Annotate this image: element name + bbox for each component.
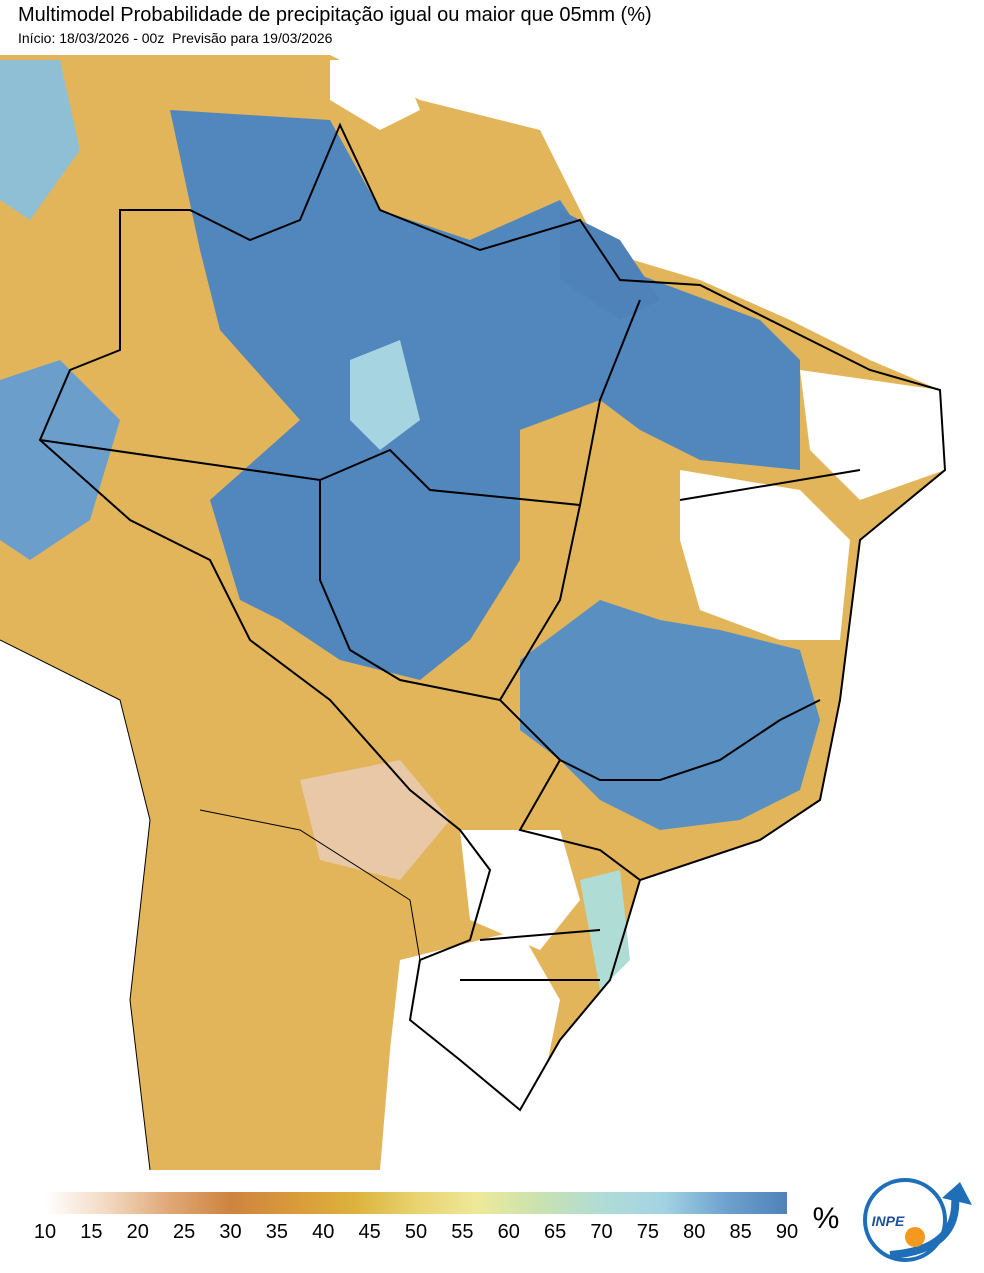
subtitle: Início: 18/03/2026 - 00z Previsão para 1… — [18, 30, 332, 46]
colorbar-label: 30 — [219, 1221, 241, 1243]
field-dry-rs — [380, 930, 560, 1170]
field-blue-w — [0, 360, 120, 560]
forecast-date: Previsão para 19/03/2026 — [172, 30, 333, 46]
logo-arrowhead — [942, 1182, 972, 1205]
precip-field — [0, 55, 945, 1170]
colorbar-label: 90 — [776, 1221, 798, 1243]
paraguay-argentina — [199, 809, 421, 961]
colorbar-ramp — [45, 1192, 787, 1214]
colorbar-label: 50 — [405, 1221, 427, 1243]
logo-label: INPE — [872, 1213, 905, 1229]
colorbar-label: 65 — [544, 1221, 566, 1243]
field-dry-s — [460, 830, 580, 950]
colorbar-label: 70 — [590, 1221, 612, 1243]
start-date: Início: 18/03/2026 - 00z — [18, 30, 165, 46]
title: Multimodel Probabilidade de precipitação… — [18, 4, 652, 26]
colorbar-label: 60 — [498, 1221, 520, 1243]
field-dry-n — [330, 60, 420, 130]
colorbar-label: 40 — [312, 1221, 334, 1243]
logo-arrow — [889, 1194, 960, 1259]
field-dry-ne — [680, 470, 850, 640]
state-border — [518, 759, 641, 881]
colorbar-label: 10 — [34, 1221, 56, 1243]
field-peach — [300, 760, 450, 880]
colorbar-label: 85 — [730, 1221, 752, 1243]
logo: INPE — [863, 1178, 972, 1262]
colorbar-label: 75 — [637, 1221, 659, 1243]
field-dry-ne2 — [800, 370, 945, 500]
state-border — [460, 929, 601, 981]
colorbar-label: 45 — [359, 1221, 381, 1243]
borders — [38, 122, 947, 1112]
field-blue-se — [520, 600, 820, 830]
logo-sun — [905, 1227, 925, 1247]
neighbor-borders — [0, 639, 421, 1171]
field-cyan-s — [580, 870, 630, 990]
field-cyan-nw — [0, 60, 80, 220]
field-dry-sw — [0, 640, 150, 1170]
state-border — [319, 480, 581, 702]
field-cyan — [350, 340, 420, 450]
colorbar: 10 15 20 25 30 35 40 45 50 55 60 65 70 75 80 85 90% — [34, 1192, 839, 1243]
colorbar-label: 80 — [683, 1221, 705, 1243]
colorbar-unit: % — [813, 1202, 840, 1235]
chile-argentina — [0, 639, 151, 1171]
state-border — [679, 469, 861, 501]
colorbar-label: 25 — [173, 1221, 195, 1243]
colorbar-label: 20 — [127, 1221, 149, 1243]
colorbar-label: 55 — [451, 1221, 473, 1243]
logo-ring — [863, 1178, 947, 1262]
colorbar-label: 15 — [80, 1221, 102, 1243]
field-blue — [170, 110, 800, 680]
colorbar-label: 35 — [266, 1221, 288, 1243]
